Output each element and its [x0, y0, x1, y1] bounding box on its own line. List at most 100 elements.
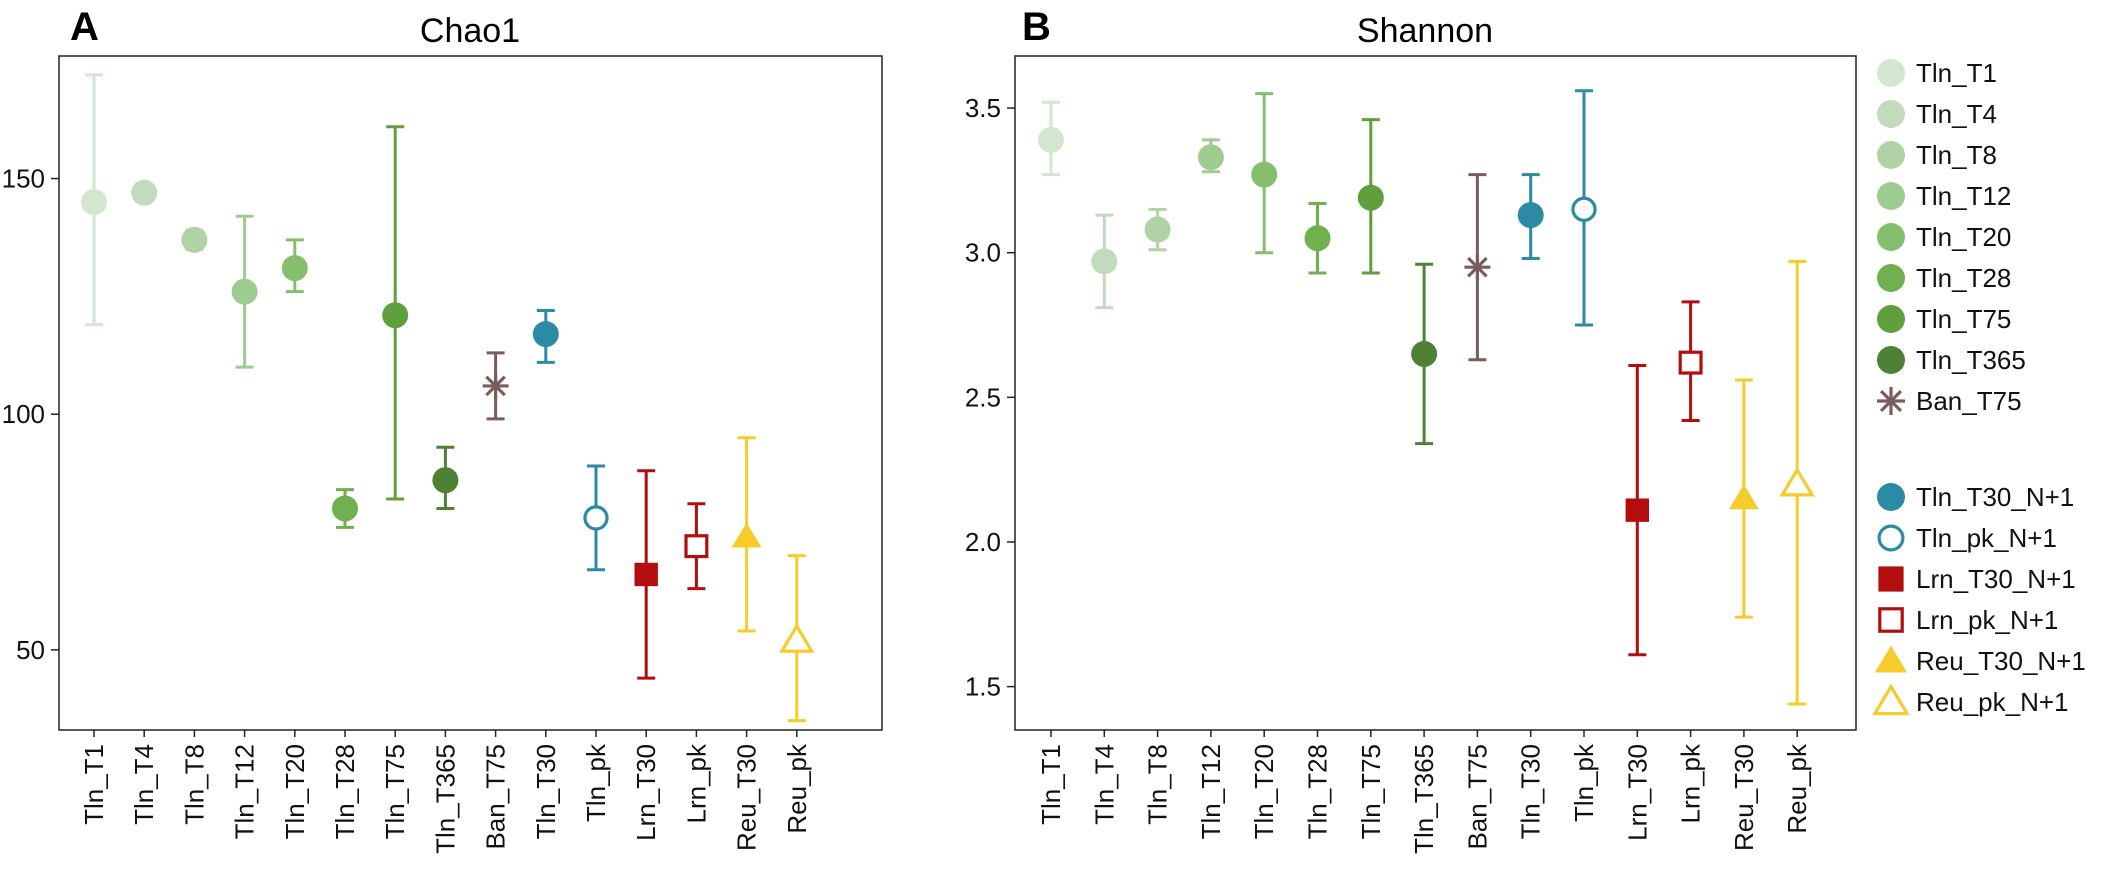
legend-label: Lrn_pk_N+1 — [1916, 605, 2058, 635]
x-tick-label: Tln_T30 — [531, 744, 561, 839]
x-tick-label: Lrn_pk — [1676, 743, 1706, 823]
x-axis-b: Tln_T1 Tln_T4 Tln_T8 Tln_T12 Tln_T20 Tln_T28 T… — [1036, 730, 1812, 854]
x-tick-label: Tln_T8 — [1143, 744, 1173, 825]
x-tick-label: Reu_T30 — [732, 744, 762, 851]
panel-a: A Chao1 50 100 150 Tln_T1 Tln_T4 Tln_T8 Tln_T… — [2, 5, 883, 854]
legend-item: Tln_T1 — [1877, 58, 1997, 88]
legend-marker — [1877, 524, 1905, 552]
y-tick-label: 50 — [16, 635, 45, 665]
data-point — [1728, 484, 1759, 510]
legend-item: Tln_T30_N+1 — [1877, 482, 2074, 512]
y-axis-b: 1.5 2.0 2.5 3.0 3.5 — [965, 93, 1015, 702]
data-point — [532, 321, 559, 348]
x-tick-label: Tln_T28 — [330, 744, 360, 839]
plot-frame-b — [1014, 55, 1857, 731]
legend: Tln_T1 Tln_T4 Tln_T8 Tln_T12 Tln_T20 Tln_T28 T… — [1872, 58, 2086, 717]
data-point — [382, 302, 409, 329]
panel-b: B Shannon 1.52.02.53.03.5 Tln_T1 Tln_T4 Tl… — [965, 5, 1857, 854]
data-point — [1678, 350, 1703, 375]
x-tick-label: Tln_T8 — [179, 744, 209, 825]
legend-marker — [1877, 100, 1905, 128]
legend-label: Tln_T20 — [1916, 222, 2011, 252]
data-point — [131, 179, 158, 206]
data-point — [1779, 466, 1815, 497]
x-tick-label: Tln_T365 — [430, 744, 460, 854]
legend-label: Tln_T365 — [1916, 345, 2026, 375]
data-point — [779, 623, 815, 653]
legend-item: Reu_pk_N+1 — [1872, 683, 2069, 717]
x-tick-label: Tln_T20 — [1249, 744, 1279, 839]
legend-label: Tln_T12 — [1916, 181, 2011, 211]
legend-label: Tln_T28 — [1916, 263, 2011, 293]
legend-item: Lrn_pk_N+1 — [1878, 605, 2058, 635]
legend-marker — [1877, 305, 1905, 333]
x-axis-a: Tln_T1 Tln_T4 Tln_T8 Tln_T12 Tln_T20 Tln_T28 T… — [79, 730, 812, 854]
legend-label: Tln_T75 — [1916, 304, 2011, 334]
data-point — [1144, 216, 1171, 243]
legend-label: Lrn_T30_N+1 — [1916, 564, 2076, 594]
x-tick-label: Lrn_T30 — [631, 744, 661, 841]
chart-title-chao1: Chao1 — [420, 12, 520, 50]
y-tick-label: 100 — [2, 399, 45, 429]
data-point — [1411, 340, 1438, 367]
x-tick-label: Tln_T20 — [280, 744, 310, 839]
y-tick-label: 1.5 — [965, 672, 1001, 702]
x-tick-label: Reu_T30 — [1729, 744, 1759, 851]
data-point — [1517, 202, 1544, 229]
y-tick-label: 2.5 — [965, 382, 1001, 412]
legend-marker — [1877, 483, 1905, 511]
x-tick-label: Tln_T1 — [79, 744, 109, 825]
data-point — [1464, 254, 1491, 281]
x-tick-label: Reu_pk — [782, 743, 812, 834]
x-tick-label: Tln_pk — [581, 743, 611, 822]
x-tick-label: Tln_T4 — [1089, 744, 1119, 825]
x-tick-label: Tln_T30 — [1516, 744, 1546, 839]
panel-letter-a: A — [70, 5, 99, 49]
legend-marker — [1877, 182, 1905, 210]
x-tick-label: Tln_T1 — [1036, 744, 1066, 825]
legend-item: Tln_T365 — [1877, 345, 2026, 375]
data-point — [1251, 161, 1278, 188]
legend-item: Reu_T30_N+1 — [1874, 645, 2086, 676]
y-tick-label: 150 — [2, 164, 45, 194]
legend-label: Tln_pk_N+1 — [1916, 523, 2057, 553]
x-tick-label: Ban_T75 — [481, 744, 511, 850]
legend-marker — [1877, 223, 1905, 251]
legend-marker — [1877, 387, 1905, 415]
data-point — [1357, 184, 1384, 211]
data-point — [1197, 144, 1224, 171]
y-tick-label: 3.5 — [965, 93, 1001, 123]
data-point — [231, 278, 258, 305]
legend-label: Ban_T75 — [1916, 386, 2022, 416]
x-tick-label: Tln_pk — [1569, 743, 1599, 822]
data-point — [583, 505, 609, 531]
data-point — [81, 189, 107, 216]
data-point — [634, 562, 658, 587]
legend-marker — [1877, 346, 1905, 374]
x-tick-label: Tln_T4 — [129, 744, 159, 825]
legend-item: Tln_T4 — [1877, 99, 1997, 129]
legend-item: Tln_T8 — [1877, 140, 1997, 170]
series-a — [81, 73, 815, 723]
data-point — [731, 522, 762, 548]
panel-letter-b: B — [1022, 5, 1051, 49]
legend-label: Reu_pk_N+1 — [1916, 687, 2069, 717]
legend-marker — [1872, 683, 1910, 716]
data-point — [432, 467, 459, 494]
legend-label: Tln_T1 — [1916, 58, 1997, 88]
series-b — [1038, 89, 1815, 706]
legend-marker — [1877, 264, 1905, 292]
data-point — [1571, 196, 1597, 222]
legend-marker — [1878, 566, 1904, 592]
legend-item: Tln_T20 — [1877, 222, 2011, 252]
legend-marker — [1878, 607, 1904, 633]
legend-label: Tln_T4 — [1916, 99, 1997, 129]
x-tick-label: Tln_T75 — [1356, 744, 1386, 839]
data-point — [181, 226, 208, 253]
data-point — [1038, 126, 1064, 153]
x-tick-label: Tln_T28 — [1303, 744, 1333, 839]
legend-item: Tln_T12 — [1877, 181, 2011, 211]
data-point — [482, 372, 509, 399]
legend-item: Tln_pk_N+1 — [1877, 523, 2057, 553]
